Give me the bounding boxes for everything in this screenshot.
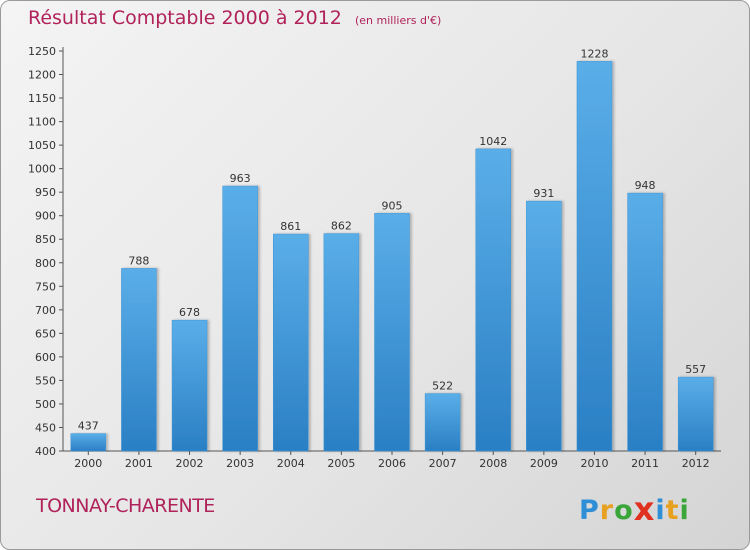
data-label-2010: 1228 [580, 47, 608, 60]
commune-name: TONNAY-CHARENTE [36, 495, 215, 517]
y-tick-label: 700 [35, 304, 56, 317]
data-label-2011: 948 [635, 179, 656, 192]
y-tick-label: 500 [35, 398, 56, 411]
chart-title: Résultat Comptable 2000 à 2012 (en milli… [28, 7, 441, 29]
y-tick-label: 750 [35, 280, 56, 293]
y-tick-label: 1000 [28, 163, 56, 176]
bar-2001 [121, 268, 157, 452]
logo-letter: P [579, 495, 600, 526]
y-tick-label: 650 [35, 327, 56, 340]
y-tick-label: 800 [35, 257, 56, 270]
y-tick-label: 950 [35, 186, 56, 199]
x-tick-label: 2005 [327, 457, 355, 470]
bar-2012 [677, 376, 714, 452]
x-tick-label: 2010 [580, 457, 608, 470]
y-tick-label: 550 [35, 374, 56, 387]
y-tick-label: 1200 [28, 69, 56, 82]
data-label-2003: 963 [230, 172, 251, 185]
x-tick-label: 2001 [125, 457, 153, 470]
bar-2011 [627, 192, 663, 452]
chart-unit-text: (en milliers d'€) [354, 14, 442, 27]
bar-2004 [273, 233, 309, 452]
bar-2009 [526, 200, 562, 452]
y-tick-label: 900 [35, 210, 56, 223]
y-tick-label: 850 [35, 233, 56, 246]
logo-letter: t [665, 495, 680, 526]
bar-2005 [323, 233, 360, 452]
bar-2002 [171, 319, 208, 452]
logo-letter: i [655, 495, 666, 526]
x-tick-label: 2009 [530, 457, 558, 470]
y-tick-label: 1050 [28, 139, 56, 152]
x-tick-label: 2002 [176, 457, 204, 470]
x-tick-label: 2004 [277, 457, 305, 470]
data-label-2006: 905 [382, 199, 403, 212]
x-tick-label: 2003 [226, 457, 254, 470]
data-label-2008: 1042 [479, 135, 507, 148]
data-label-2001: 788 [128, 254, 149, 267]
data-label-2009: 931 [533, 187, 554, 200]
bars-group [70, 61, 714, 452]
logo-letter: i [679, 495, 690, 526]
x-tick-label: 2008 [479, 457, 507, 470]
logo-letter: o [614, 495, 634, 526]
bar-2008 [475, 148, 511, 452]
x-tick-label: 2006 [378, 457, 406, 470]
x-tick-label: 2012 [682, 457, 710, 470]
data-label-2005: 862 [331, 220, 352, 233]
data-labels-group: 437 788 678 963 861 862 905 522 1042 931 1228 948 55… [78, 47, 706, 432]
x-tick-label: 2000 [74, 457, 102, 470]
bar-2010 [576, 61, 613, 452]
bar-2003 [222, 185, 258, 452]
chart-title-text: Résultat Comptable 2000 à 2012 [28, 7, 342, 29]
proxiti-logo: Proxiti [579, 489, 690, 528]
bar-2000 [70, 433, 107, 452]
data-label-2012: 557 [685, 363, 706, 376]
bar-2007 [424, 393, 461, 452]
bar-2006 [374, 213, 410, 452]
x-tick-label: 2011 [631, 457, 659, 470]
y-tick-label: 450 [35, 421, 56, 434]
y-tick-label: 1100 [28, 116, 56, 129]
data-label-2004: 861 [280, 220, 301, 233]
data-label-2002: 678 [179, 306, 200, 319]
y-tick-label: 1250 [28, 45, 56, 58]
y-tick-label: 1150 [28, 92, 56, 105]
logo-letter: x [633, 490, 656, 528]
y-tick-label: 400 [35, 445, 56, 458]
logo-letter: r [599, 495, 615, 526]
x-tick-label: 2007 [429, 457, 457, 470]
data-label-2000: 437 [78, 420, 99, 433]
data-label-2007: 522 [432, 380, 453, 393]
y-tick-label: 600 [35, 351, 56, 364]
